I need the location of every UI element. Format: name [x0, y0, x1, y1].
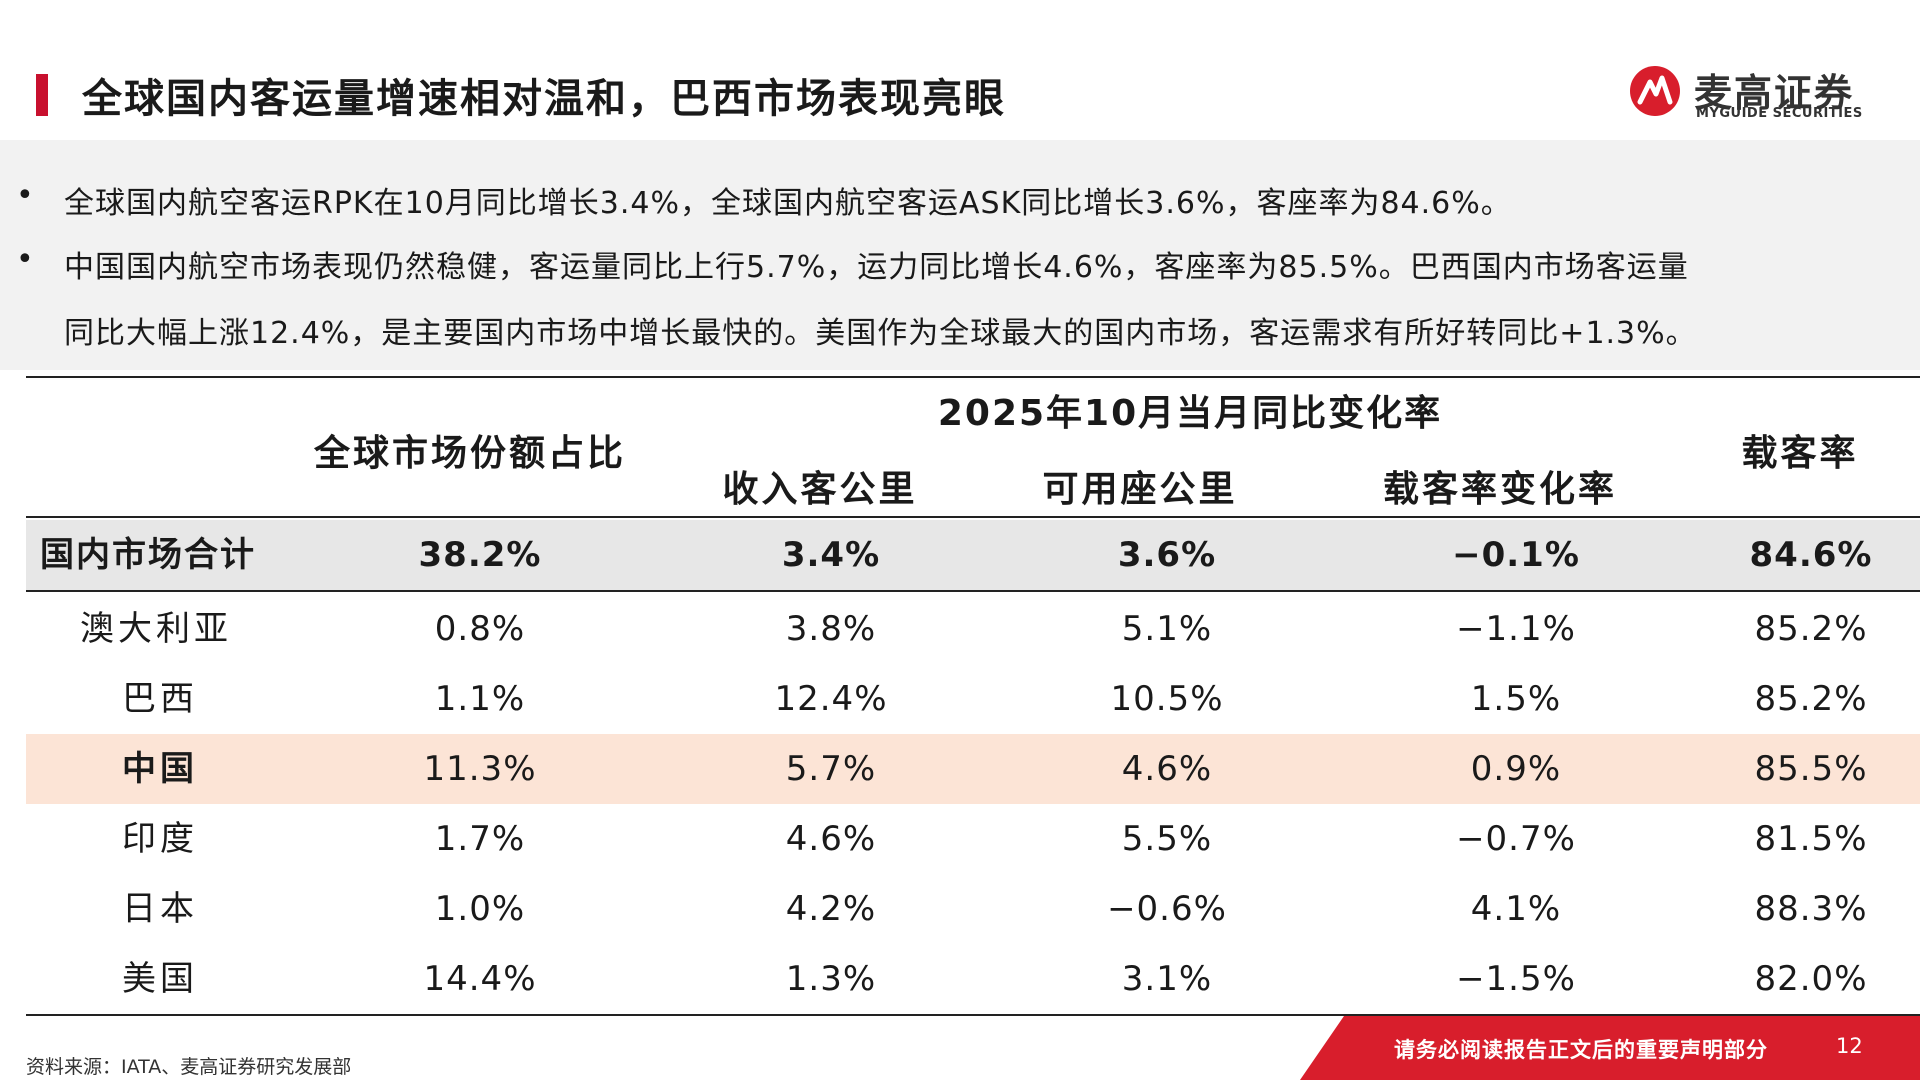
footer-notice: 请务必阅读报告正文后的重要声明部分: [1394, 1038, 1768, 1062]
cell-ask: 3.1%: [1121, 959, 1213, 999]
cell-share: 1.1%: [434, 679, 526, 719]
cell-plf: 88.3%: [1754, 889, 1868, 929]
cell-plf-change: 0.9%: [1470, 749, 1562, 789]
cell-ask: 5.5%: [1121, 819, 1213, 859]
cell-plf: 82.0%: [1754, 959, 1868, 999]
header-ask: 可用座公里: [1042, 469, 1238, 510]
cell-plf-change: −1.5%: [1456, 959, 1576, 999]
cell-share: 38.2%: [418, 535, 542, 575]
row-name: 巴西: [122, 679, 198, 719]
cell-ask: 4.6%: [1121, 749, 1213, 789]
page-number: 12: [1836, 1034, 1863, 1058]
cell-ask: 10.5%: [1110, 679, 1224, 719]
cell-rpk: 3.4%: [781, 535, 881, 575]
cell-plf: 85.2%: [1754, 679, 1868, 719]
source-note: 资料来源：IATA、麦高证券研究发展部: [26, 1056, 352, 1078]
summary-bullet-2-cont: 同比大幅上涨12.4%，是主要国内市场中增长最快的。美国作为全球最大的国内市场，…: [64, 316, 1697, 351]
cell-plf-change: −1.1%: [1456, 609, 1576, 649]
cell-rpk: 3.8%: [785, 609, 877, 649]
table-row-highlight: 中国 11.3% 5.7% 4.6% 0.9% 85.5%: [26, 734, 1920, 804]
header-share: 全球市场份额占比: [313, 433, 626, 474]
table-row: 巴西 1.1% 12.4% 10.5% 1.5% 85.2%: [26, 664, 1920, 734]
bullet-dot: •: [16, 178, 34, 213]
cell-rpk: 1.3%: [785, 959, 877, 999]
total-bottom-rule: [26, 590, 1920, 592]
row-name: 印度: [122, 819, 198, 859]
row-name: 澳大利亚: [80, 609, 232, 649]
cell-share: 1.0%: [434, 889, 526, 929]
page-title: 全球国内客运量增速相对温和，巴西市场表现亮眼: [82, 76, 1006, 122]
logo-text-en: MYGUIDE SECURITIES: [1696, 106, 1863, 121]
cell-share: 1.7%: [434, 819, 526, 859]
summary-box: • 全球国内航空客运RPK在10月同比增长3.4%，全球国内航空客运ASK同比增…: [0, 140, 1920, 370]
row-name: 中国: [122, 749, 198, 789]
row-name: 美国: [122, 959, 198, 999]
cell-plf: 81.5%: [1754, 819, 1868, 859]
header-rpk: 收入客公里: [722, 469, 918, 510]
logo-mark-icon: [1630, 66, 1680, 116]
cell-ask: 3.6%: [1117, 535, 1217, 575]
cell-plf-change: −0.1%: [1452, 535, 1580, 575]
row-name: 日本: [122, 889, 198, 929]
cell-plf-change: 4.1%: [1470, 889, 1562, 929]
cell-rpk: 5.7%: [785, 749, 877, 789]
cell-ask: 5.1%: [1121, 609, 1213, 649]
header-group: 2025年10月当月同比变化率: [937, 393, 1443, 434]
summary-bullet-2: 中国国内航空市场表现仍然稳健，客运量同比上行5.7%，运力同比增长4.6%，客座…: [64, 250, 1689, 285]
cell-share: 11.3%: [423, 749, 537, 789]
footer-red-band: [1300, 1016, 1920, 1080]
table-bottom-rule: [26, 1014, 1920, 1016]
cell-plf: 84.6%: [1749, 535, 1873, 575]
table-top-rule: [26, 376, 1920, 378]
cell-rpk: 4.2%: [785, 889, 877, 929]
table-row: 印度 1.7% 4.6% 5.5% −0.7% 81.5%: [26, 804, 1920, 874]
cell-share: 0.8%: [434, 609, 526, 649]
cell-rpk: 12.4%: [774, 679, 888, 719]
summary-bullet-1: 全球国内航空客运RPK在10月同比增长3.4%，全球国内航空客运ASK同比增长3…: [64, 186, 1512, 221]
cell-plf-change: −0.7%: [1456, 819, 1576, 859]
bullet-dot: •: [16, 242, 34, 277]
cell-ask: −0.6%: [1107, 889, 1227, 929]
table-row: 日本 1.0% 4.2% −0.6% 4.1% 88.3%: [26, 874, 1920, 944]
title-accent-bar: [36, 74, 48, 116]
header-plf: 载客率: [1741, 433, 1859, 474]
row-name: 国内市场合计: [40, 535, 256, 575]
cell-share: 14.4%: [423, 959, 537, 999]
company-logo: 麦高证券 MYGUIDE SECURITIES: [1628, 60, 1868, 126]
table-row: 澳大利亚 0.8% 3.8% 5.1% −1.1% 85.2%: [26, 594, 1920, 664]
header-bottom-rule: [26, 516, 1920, 518]
table-row: 美国 14.4% 1.3% 3.1% −1.5% 82.0%: [26, 944, 1920, 1014]
table-row-total: 国内市场合计 38.2% 3.4% 3.6% −0.1% 84.6%: [26, 520, 1920, 590]
cell-plf-change: 1.5%: [1470, 679, 1562, 719]
cell-plf: 85.5%: [1754, 749, 1868, 789]
cell-rpk: 4.6%: [785, 819, 877, 859]
logo-text-cn: 麦高证券: [1694, 71, 1855, 115]
header-plf-change: 载客率变化率: [1382, 469, 1617, 510]
cell-plf: 85.2%: [1754, 609, 1868, 649]
